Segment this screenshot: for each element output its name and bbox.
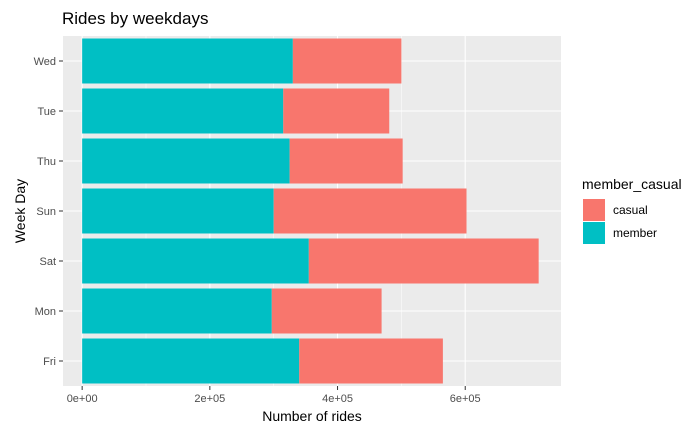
y-axis-ticks: Wed Tue Thu Sun Sat Mon Fri [34, 56, 63, 368]
bar-member-wed [82, 38, 293, 84]
y-tick-label: Wed [34, 56, 56, 68]
x-tick-label: 2e+05 [194, 393, 225, 405]
bar-member-tue [82, 88, 284, 134]
bars [82, 38, 539, 384]
x-tick-label: 4e+05 [322, 393, 353, 405]
y-tick-label: Thu [37, 156, 56, 168]
legend-key-member [583, 222, 605, 244]
chart-title: Rides by weekdays [62, 9, 208, 28]
legend-label-casual: casual [613, 203, 648, 217]
bar-member-thu [82, 138, 290, 184]
y-tick-label: Mon [35, 306, 56, 318]
x-axis-title: Number of rides [262, 408, 362, 424]
bar-member-fri [82, 338, 300, 384]
y-tick-label: Tue [37, 106, 56, 118]
y-tick-label: Sat [39, 256, 56, 268]
bar-casual-thu [289, 138, 403, 184]
bar-member-sun [82, 188, 274, 234]
legend-key-casual [583, 199, 605, 221]
legend-title: member_casual [582, 176, 682, 192]
bar-member-sat [82, 238, 309, 284]
x-axis-ticks: 0e+00 2e+05 4e+05 6e+05 [67, 386, 481, 405]
bar-casual-sat [308, 238, 539, 284]
bar-casual-mon [271, 288, 382, 334]
y-tick-label: Fri [43, 356, 56, 368]
x-tick-label: 0e+00 [67, 393, 98, 405]
bar-casual-tue [283, 88, 390, 134]
y-tick-label: Sun [36, 206, 56, 218]
legend-label-member: member [613, 226, 657, 240]
bar-member-mon [82, 288, 272, 334]
y-axis-title: Week Day [12, 179, 28, 243]
legend: member_casual casual member [582, 176, 682, 244]
bar-casual-fri [299, 338, 443, 384]
bar-casual-sun [273, 188, 467, 234]
x-tick-label: 6e+05 [450, 393, 481, 405]
bar-casual-wed [292, 38, 402, 84]
